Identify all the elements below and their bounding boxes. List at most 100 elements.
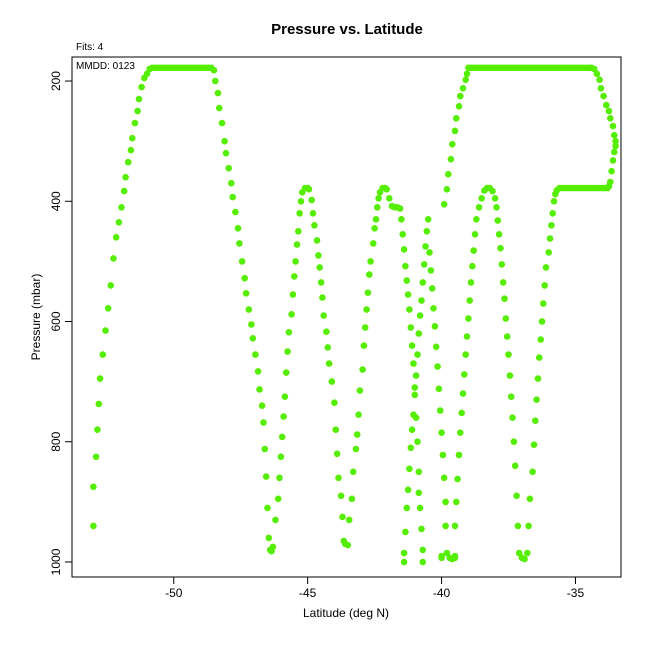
data-point [609, 157, 617, 164]
data-point [396, 205, 404, 212]
data-point [403, 277, 411, 284]
data-point [494, 217, 502, 224]
data-point [415, 330, 423, 337]
data-point [110, 255, 117, 262]
data-point [609, 122, 617, 130]
data-point [229, 193, 236, 201]
data-point [501, 295, 508, 303]
data-point [135, 95, 143, 103]
data-point [260, 419, 267, 426]
data-point [285, 329, 293, 336]
data-point [416, 504, 424, 512]
data-point [289, 291, 297, 298]
data-point [315, 252, 322, 259]
data-point [607, 178, 614, 186]
data-point [297, 198, 305, 205]
data-point [367, 258, 374, 265]
data-point [419, 546, 427, 554]
data-point [356, 387, 364, 394]
data-point [514, 522, 522, 530]
data-point [371, 225, 378, 232]
data-point [408, 342, 416, 349]
data-point [497, 244, 504, 252]
data-point [612, 142, 619, 150]
data-point [510, 438, 518, 446]
data-point [453, 115, 460, 122]
data-point [305, 186, 313, 193]
data-point [422, 243, 429, 250]
data-point [491, 195, 499, 202]
data-point [495, 231, 503, 238]
data-point [120, 187, 128, 195]
data-point [458, 409, 466, 417]
data-point [525, 522, 532, 530]
data-point [507, 393, 515, 401]
data-point [600, 92, 607, 100]
data-point [419, 279, 427, 286]
data-point [414, 351, 421, 358]
data-point [320, 312, 328, 319]
data-point [416, 312, 424, 319]
y-tick-label: 600 [49, 311, 63, 331]
data-point [400, 549, 408, 557]
data-point [228, 179, 235, 187]
y-tick-label: 800 [49, 431, 63, 451]
data-point [374, 204, 381, 211]
data-point [331, 399, 338, 407]
data-point [99, 351, 107, 358]
data-point [457, 92, 464, 100]
date-label: MMDD: 0123 [76, 61, 135, 72]
data-point [403, 504, 411, 512]
data-point [521, 555, 528, 563]
data-point [545, 249, 552, 256]
data-point [410, 411, 417, 419]
data-point [550, 198, 558, 205]
data-point [242, 290, 250, 297]
data-point [541, 282, 548, 289]
data-point [418, 525, 425, 533]
data-point [284, 348, 291, 355]
data-points [90, 64, 619, 566]
data-point [607, 115, 614, 122]
data-point [249, 335, 257, 342]
data-point [538, 318, 546, 325]
x-axis-label: Latitude (deg N) [303, 606, 389, 620]
data-point [296, 210, 303, 217]
data-point [131, 119, 139, 127]
data-point [212, 77, 219, 85]
data-point [447, 155, 455, 163]
data-point [278, 433, 286, 441]
data-point [418, 297, 425, 304]
data-point [272, 516, 279, 524]
data-point [415, 489, 423, 497]
data-point [364, 289, 372, 297]
data-point [94, 426, 101, 434]
data-point [445, 170, 452, 178]
data-point [252, 351, 259, 358]
data-point [292, 258, 299, 265]
y-tick-label: 400 [49, 191, 63, 211]
data-point [459, 85, 467, 92]
data-point [407, 444, 415, 452]
data-point [466, 297, 474, 304]
data-point [291, 273, 298, 280]
data-point [225, 164, 232, 172]
data-point [438, 552, 445, 560]
data-point [534, 375, 542, 382]
data-point [440, 474, 448, 482]
chart-title: Pressure vs. Latitude [271, 21, 423, 38]
data-point [540, 300, 547, 307]
data-point [548, 222, 555, 229]
x-tick-label: -45 [299, 586, 317, 600]
data-point [434, 363, 441, 370]
data-point [443, 549, 451, 557]
data-point [412, 372, 420, 379]
data-point [95, 400, 103, 408]
data-point [349, 468, 357, 476]
data-point [112, 234, 120, 241]
data-point [366, 271, 373, 278]
data-point [455, 103, 463, 110]
data-point [339, 513, 346, 521]
data-point [439, 451, 447, 459]
data-point [92, 453, 100, 461]
